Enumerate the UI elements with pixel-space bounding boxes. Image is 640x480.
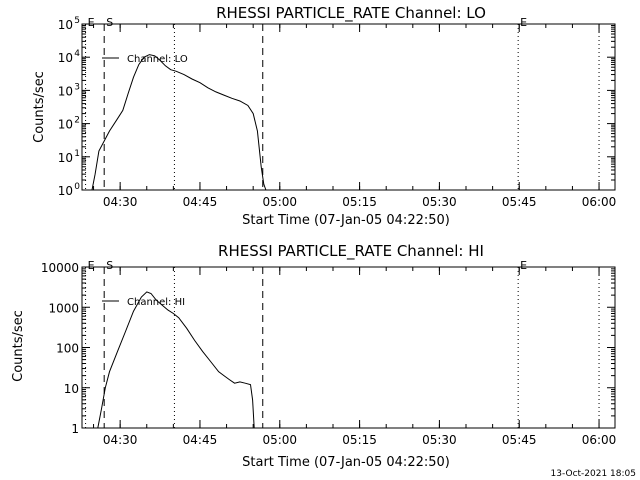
- chart-panel-hi: RHESSI PARTICLE_RATE Channel: HI Counts/…: [11, 242, 616, 470]
- x-tick-label: 05:15: [342, 195, 377, 209]
- x-tick-label: 06:00: [582, 433, 617, 447]
- legend-label: Channel: HI: [127, 297, 185, 308]
- y-tick-exponent: 1: [74, 149, 80, 159]
- x-tick-label: 04:45: [183, 195, 218, 209]
- x-tick-label: 04:30: [103, 195, 138, 209]
- x-axis-label: Start Time (07-Jan-05 04:22:50): [242, 213, 450, 228]
- x-tick-label: 05:00: [262, 433, 297, 447]
- y-tick-label: 10: [58, 51, 73, 65]
- x-tick-label: 04:30: [103, 433, 138, 447]
- y-tick-label: 10: [58, 84, 73, 98]
- data-series-line: [91, 54, 267, 191]
- data-series-line: [97, 291, 255, 429]
- legend-label: Channel: LO: [127, 54, 188, 65]
- y-tick-label: 10: [58, 118, 73, 132]
- y-tick-label: 10: [64, 382, 79, 396]
- event-marker-label: E: [88, 16, 95, 29]
- y-tick-exponent: 2: [74, 116, 80, 126]
- y-tick-label: 10: [58, 18, 73, 32]
- y-tick-label: 10000: [41, 261, 79, 275]
- y-tick-label: 100: [56, 342, 79, 356]
- event-marker-label: E: [520, 16, 527, 29]
- plot-frame: [81, 23, 616, 191]
- event-marker-label: E: [88, 259, 95, 272]
- y-tick-label: 1: [71, 422, 79, 436]
- chart-panel-lo: RHESSI PARTICLE_RATE Channel: LO Counts/…: [32, 4, 616, 228]
- event-marker-label: S: [106, 16, 113, 29]
- x-tick-label: 06:00: [582, 195, 617, 209]
- event-marker-label: S: [106, 259, 113, 272]
- y-tick-label: 10: [58, 184, 73, 198]
- x-tick-label: 05:45: [502, 195, 537, 209]
- x-axis-label: Start Time (07-Jan-05 04:22:50): [242, 455, 450, 470]
- y-tick-exponent: 4: [74, 49, 80, 59]
- y-tick-label: 1000: [48, 301, 79, 315]
- y-tick-label: 10: [58, 151, 73, 165]
- footer-timestamp: 13-Oct-2021 18:05: [551, 469, 636, 479]
- y-tick-exponent: 5: [74, 16, 80, 26]
- chart-title: RHESSI PARTICLE_RATE Channel: HI: [218, 242, 484, 261]
- x-tick-label: 05:30: [422, 195, 457, 209]
- x-tick-label: 05:30: [422, 433, 457, 447]
- y-axis-label: Counts/sec: [11, 310, 26, 382]
- y-axis-label: Counts/sec: [32, 71, 47, 143]
- x-tick-label: 05:45: [502, 433, 537, 447]
- event-marker-label: E: [520, 259, 527, 272]
- plot-frame: [81, 266, 616, 429]
- chart-title: RHESSI PARTICLE_RATE Channel: LO: [216, 4, 486, 23]
- x-tick-label: 05:15: [342, 433, 377, 447]
- x-tick-label: 05:00: [262, 195, 297, 209]
- x-tick-label: 04:45: [183, 433, 218, 447]
- y-tick-exponent: 3: [74, 82, 80, 92]
- y-tick-exponent: 0: [74, 182, 80, 192]
